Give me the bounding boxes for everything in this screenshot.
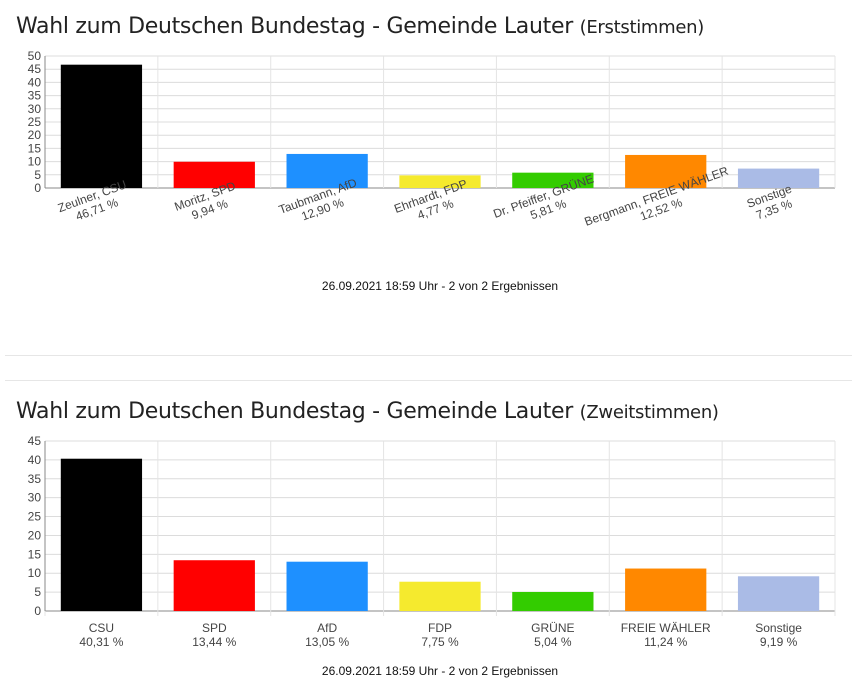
- bar-2-4: [512, 591, 594, 611]
- chart-1-footer: 26.09.2021 18:59 Uhr - 2 von 2 Ergebniss…: [321, 279, 559, 293]
- y-tick-label: 20: [28, 128, 42, 142]
- y-tick-label: 35: [28, 472, 42, 486]
- bar-2-5: [625, 568, 707, 611]
- y-tick-label: 10: [28, 155, 42, 169]
- chart-2-title: Wahl zum Deutschen Bundestag - Gemeinde …: [16, 399, 719, 424]
- bar-1-4: [512, 172, 594, 188]
- value-label: 11,24 %: [644, 635, 687, 649]
- chart-1-title: Wahl zum Deutschen Bundestag - Gemeinde …: [16, 14, 704, 39]
- y-tick-label: 5: [34, 585, 41, 599]
- x-tick-label: GRÜNE: [531, 621, 574, 635]
- bar-1-1: [173, 161, 255, 188]
- bar-1-0: [60, 64, 143, 188]
- value-label: 13,05 %: [305, 635, 349, 649]
- y-tick-label: 45: [28, 434, 42, 448]
- y-tick-label: 30: [28, 102, 42, 116]
- value-label: 7,75 %: [421, 635, 459, 649]
- value-label: 9,19 %: [760, 635, 798, 649]
- y-tick-label: 0: [34, 181, 41, 195]
- bar-1-3: [399, 175, 481, 188]
- y-tick-label: 10: [28, 566, 42, 580]
- x-tick-label: CSU: [89, 621, 114, 635]
- y-tick-label: 40: [28, 453, 42, 467]
- chart-1-title-main: Wahl zum Deutschen Bundestag - Gemeinde …: [16, 14, 573, 39]
- bar-1-6: [737, 168, 820, 188]
- x-tick-label: SPD: [202, 621, 227, 635]
- value-label: 5,04 %: [534, 635, 572, 649]
- bar-1-2: [286, 153, 368, 188]
- x-tick-label: FREIE WÄHLER: [621, 621, 711, 635]
- y-tick-label: 25: [28, 115, 42, 129]
- y-tick-label: 5: [34, 168, 41, 182]
- value-label: 13,44 %: [192, 635, 236, 649]
- y-tick-label: 15: [28, 547, 42, 561]
- y-tick-label: 15: [28, 141, 42, 155]
- chart-2-title-sub: (Zweitstimmen): [579, 402, 719, 423]
- chart-2-title-main: Wahl zum Deutschen Bundestag - Gemeinde …: [16, 399, 573, 424]
- y-tick-label: 50: [28, 49, 42, 63]
- bar-2-0: [60, 458, 143, 611]
- section-divider: [5, 355, 852, 356]
- value-label: 40,31 %: [79, 635, 123, 649]
- y-tick-label: 30: [28, 491, 42, 505]
- bar-2-6: [737, 576, 820, 611]
- bar-2-3: [399, 581, 481, 611]
- y-tick-label: 25: [28, 510, 42, 524]
- bar-2-2: [286, 561, 368, 611]
- bar-1-5: [625, 154, 707, 188]
- y-tick-label: 40: [28, 75, 42, 89]
- chart-2-footer: 26.09.2021 18:59 Uhr - 2 von 2 Ergebniss…: [321, 664, 559, 678]
- y-tick-label: 0: [34, 604, 41, 618]
- x-tick-label: AfD: [317, 621, 337, 635]
- x-tick-label: FDP: [428, 621, 452, 635]
- y-tick-label: 45: [28, 62, 42, 76]
- bar-2-1: [173, 560, 255, 611]
- chart-1-title-sub: (Erststimmen): [579, 17, 705, 38]
- y-tick-label: 35: [28, 89, 42, 103]
- section-divider-2: [5, 380, 852, 381]
- y-tick-label: 20: [28, 528, 42, 542]
- x-tick-label: Sonstige: [755, 621, 802, 635]
